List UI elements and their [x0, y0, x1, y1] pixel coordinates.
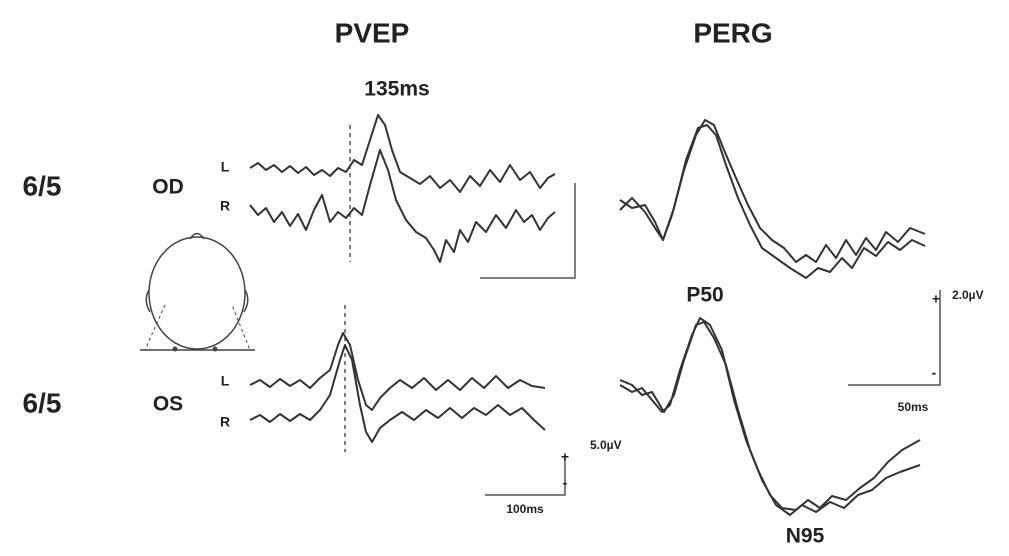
head-diagram — [140, 232, 255, 352]
trace-label: R — [220, 198, 230, 214]
perg-header: PERG — [693, 17, 772, 48]
waveform — [249, 114, 556, 193]
waveform — [619, 317, 921, 511]
trace-label: L — [221, 159, 230, 175]
pvep-header: PVEP — [335, 17, 410, 48]
scale-time: 50ms — [898, 400, 929, 414]
scale-minus: - — [932, 365, 937, 381]
scale-plus: + — [932, 291, 940, 307]
scale-amplitude: 5.0µV — [590, 438, 622, 452]
acuity: 6/5 — [23, 387, 62, 418]
waveform — [619, 119, 926, 263]
eye: OD — [152, 176, 184, 199]
trace-label: L — [221, 373, 230, 389]
waveform — [249, 149, 556, 263]
p50-label: P50 — [686, 284, 723, 307]
waveform — [619, 321, 921, 516]
eye: OS — [153, 393, 183, 416]
scale-bar — [480, 183, 576, 279]
n95-label: N95 — [786, 525, 825, 548]
scale-plus: + — [561, 449, 569, 465]
latency-label: 135ms — [364, 78, 429, 101]
scale-minus: - — [563, 475, 568, 491]
waveform — [249, 344, 546, 443]
scale-amplitude: 2.0µV — [952, 288, 984, 302]
waveform — [249, 332, 546, 411]
scale-bar — [848, 290, 941, 386]
trace-label: R — [220, 414, 230, 430]
acuity: 6/5 — [23, 170, 62, 201]
waveform — [619, 124, 926, 279]
scale-bar — [485, 455, 566, 496]
scale-time: 100ms — [506, 502, 544, 516]
